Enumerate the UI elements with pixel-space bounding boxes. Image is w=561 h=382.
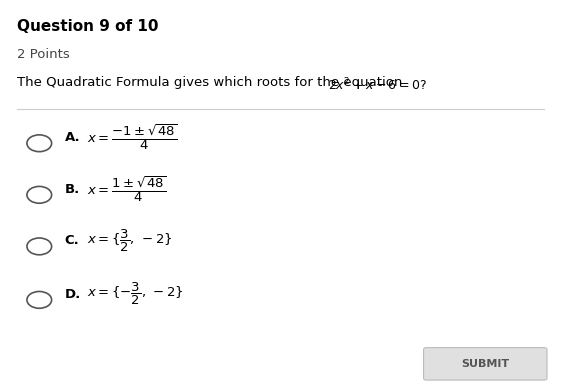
Text: C.: C. <box>65 234 79 247</box>
Text: SUBMIT: SUBMIT <box>461 359 509 369</box>
Text: Question 9 of 10: Question 9 of 10 <box>17 19 158 34</box>
Text: The Quadratic Formula gives which roots for the equation: The Quadratic Formula gives which roots … <box>17 76 407 89</box>
Text: $x=\{-\dfrac{3}{2},\,-2\}$: $x=\{-\dfrac{3}{2},\,-2\}$ <box>87 281 183 307</box>
Text: $x=\{\dfrac{3}{2},\,-2\}$: $x=\{\dfrac{3}{2},\,-2\}$ <box>87 228 172 254</box>
FancyBboxPatch shape <box>424 348 547 380</box>
Text: B.: B. <box>65 183 80 196</box>
Text: $x=\dfrac{1\pm\sqrt{48}}{4}$: $x=\dfrac{1\pm\sqrt{48}}{4}$ <box>87 174 167 204</box>
Text: $2x^2+x-6=0$?: $2x^2+x-6=0$? <box>328 76 427 93</box>
Text: $x=\dfrac{-1\pm\sqrt{48}}{4}$: $x=\dfrac{-1\pm\sqrt{48}}{4}$ <box>87 123 178 152</box>
Text: 2 Points: 2 Points <box>17 48 70 61</box>
Text: A.: A. <box>65 131 80 144</box>
Text: D.: D. <box>65 288 81 301</box>
